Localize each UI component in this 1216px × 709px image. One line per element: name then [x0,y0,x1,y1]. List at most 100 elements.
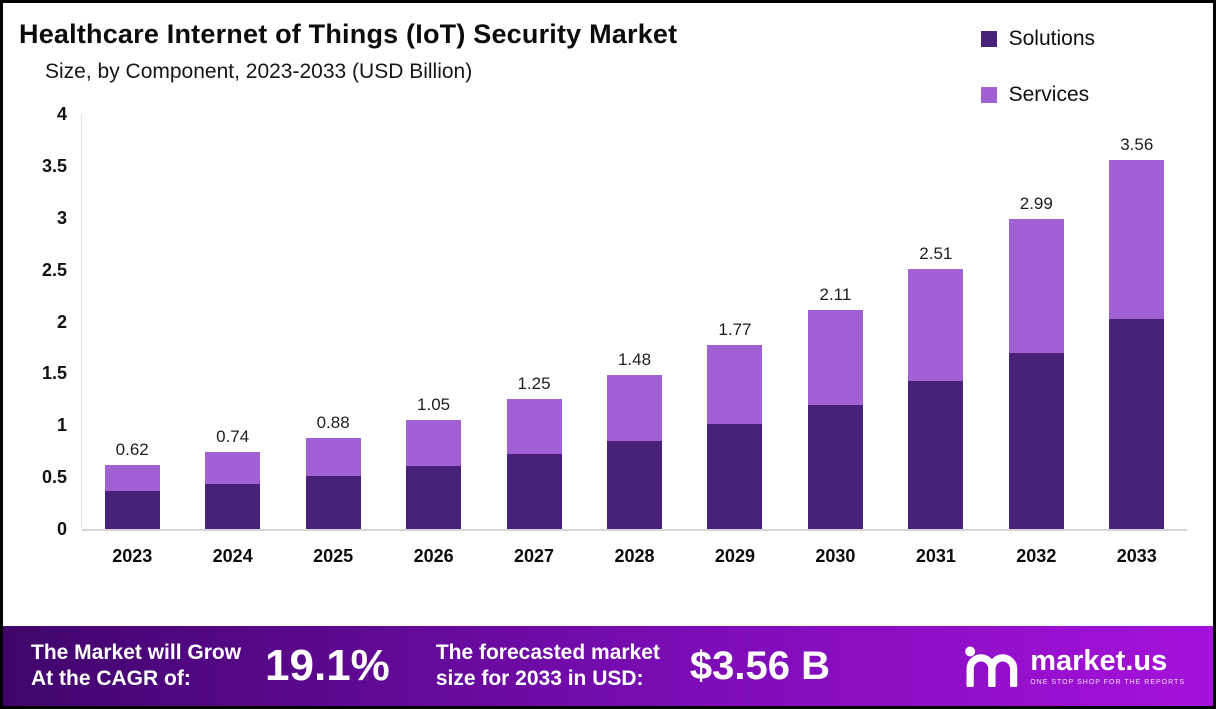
bar-total-label: 2.51 [919,243,953,263]
bar-total-label: 1.77 [718,320,752,340]
y-axis: 0 0.5 1 1.5 2 2.5 3 3.5 4 [17,105,82,538]
y-tick-label: 1.5 [41,363,67,384]
logo-name: market.us [1030,644,1168,677]
bar-chart: 0 0.5 1 1.5 2 2.5 3 3.5 4 0.62 0.74 0.88 1.05 1.25 1.… [17,105,1187,567]
stacked-bar [707,345,763,529]
y-tick-label: 4 [56,104,67,124]
x-axis-label: 2029 [714,546,755,566]
x-axis: 2023 2024 2025 2026 2027 2028 2029 2030 2031 2032… [82,546,1187,567]
x-axis-label: 2032 [1016,546,1057,566]
cagr-value: 19.1% [265,641,390,690]
bar-total-label: 0.62 [115,439,149,459]
chart-subtitle: Size, by Component, 2023-2033 (USD Billi… [45,60,473,83]
bar-column: 2.51 [886,114,986,529]
legend-label: Solutions [1008,27,1095,50]
bar-column: 2.99 [986,114,1086,529]
bar-segment-solutions [305,476,361,529]
bar-column: 0.88 [283,114,383,529]
cagr-label-line1: The Market will Grow [31,640,242,664]
logo-tagline: ONE STOP SHOP FOR THE REPORTS [1030,678,1185,686]
bar-segment-solutions [707,424,763,529]
bar-segment-solutions [807,404,863,529]
stacked-bar [1008,218,1064,529]
bar-column: 3.56 [1087,114,1187,529]
chart-header: Healthcare Internet of Things (IoT) Secu… [3,3,1213,106]
cagr-label-line2: At the CAGR of: [31,667,191,690]
bar-total-label: 3.56 [1120,134,1154,154]
bar-segment-services [1109,159,1165,320]
bar-segment-solutions [908,380,964,529]
bar-total-label: 2.11 [819,285,852,305]
bar-column: 2.11 [785,114,885,529]
y-tick-label: 3 [56,207,67,228]
bar-segment-services [807,310,863,405]
market-us-logo-icon [965,646,1018,687]
bar-total-label: 1.05 [417,395,451,415]
stacked-bar [606,375,662,529]
x-axis-label: 2028 [614,546,655,566]
bar-column: 1.25 [484,114,584,529]
legend: Solutions Services [980,27,1095,107]
stacked-bar [1109,159,1165,529]
stacked-bar [104,464,160,529]
forecast-label-line2: size for 2033 in USD: [435,667,644,690]
x-axis-label: 2031 [915,546,956,566]
y-tick-label: 0 [56,519,67,539]
stacked-bar [807,310,863,529]
y-tick-label: 3.5 [41,155,67,176]
stacked-bar [205,452,261,529]
forecast-value: $3.56 B [689,644,831,688]
cagr-label: The Market will Grow At the CAGR of: [31,640,241,693]
y-tick-label: 0.5 [41,467,67,488]
market-us-logo: market.us ONE STOP SHOP FOR THE REPORTS [962,645,1185,687]
x-axis-label: 2026 [413,546,454,566]
x-axis-label: 2027 [514,546,555,566]
legend-label: Services [1008,83,1090,106]
x-axis-label: 2023 [112,546,153,566]
bar-segment-services [606,375,662,441]
bar-column: 0.62 [82,114,182,529]
y-tick-label: 2 [56,311,67,332]
bar-segment-services [104,464,160,491]
y-tick-label: 2.5 [41,259,67,280]
plot-wrap: 0.62 0.74 0.88 1.05 1.25 1.48 1.77 2.11 2.51 2.99… [82,114,1187,567]
stacked-bar [406,420,462,529]
bar-segment-solutions [606,440,662,529]
bar-total-label: 1.48 [617,350,652,370]
bar-segment-services [707,345,763,425]
legend-swatch [980,31,997,47]
stacked-bar [908,268,964,529]
bottom-banner: The Market will Grow At the CAGR of: 19.… [3,626,1213,706]
bar-segment-solutions [506,454,562,529]
bar-column: 0.74 [182,114,282,529]
bar-segment-services [305,437,361,477]
bar-total-label: 2.99 [1019,193,1053,213]
bar-total-label: 0.88 [316,412,350,432]
legend-swatch [980,87,997,103]
bar-column: 1.48 [584,114,684,529]
logo-text-block: market.us ONE STOP SHOP FOR THE REPORTS [1030,644,1185,686]
bar-column: 1.05 [383,114,483,529]
bar-segment-services [205,452,261,485]
bar-segment-services [1008,218,1064,353]
bar-segment-solutions [205,484,261,529]
bar-column: 1.77 [685,114,785,529]
bar-segment-services [506,399,562,455]
x-axis-label: 2025 [313,546,354,566]
forecast-label: The forecasted market size for 2033 in U… [436,640,660,693]
stacked-bar [305,437,361,529]
y-tick-label: 1 [56,415,67,436]
x-axis-label: 2030 [815,546,856,566]
stacked-bar [506,399,562,529]
forecast-label-line1: The forecasted market [435,640,660,664]
bar-segment-solutions [406,465,462,529]
bar-segment-services [406,420,462,466]
chart-title: Healthcare Internet of Things (IoT) Secu… [19,19,678,49]
legend-item-solutions: Solutions [980,27,1095,51]
bar-segment-services [908,268,964,381]
x-axis-label: 2024 [212,546,253,566]
plot-area: 0.62 0.74 0.88 1.05 1.25 1.48 1.77 2.11 2.51 2.99… [82,114,1187,531]
legend-item-services: Services [980,83,1095,107]
bar-segment-solutions [1109,319,1165,529]
